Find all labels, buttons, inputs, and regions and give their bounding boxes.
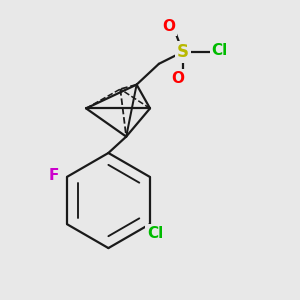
Text: S: S bbox=[177, 43, 189, 61]
Text: Cl: Cl bbox=[147, 226, 163, 241]
Text: F: F bbox=[49, 168, 59, 183]
Text: O: O bbox=[162, 19, 175, 34]
Text: Cl: Cl bbox=[212, 43, 228, 58]
Text: O: O bbox=[171, 71, 184, 86]
